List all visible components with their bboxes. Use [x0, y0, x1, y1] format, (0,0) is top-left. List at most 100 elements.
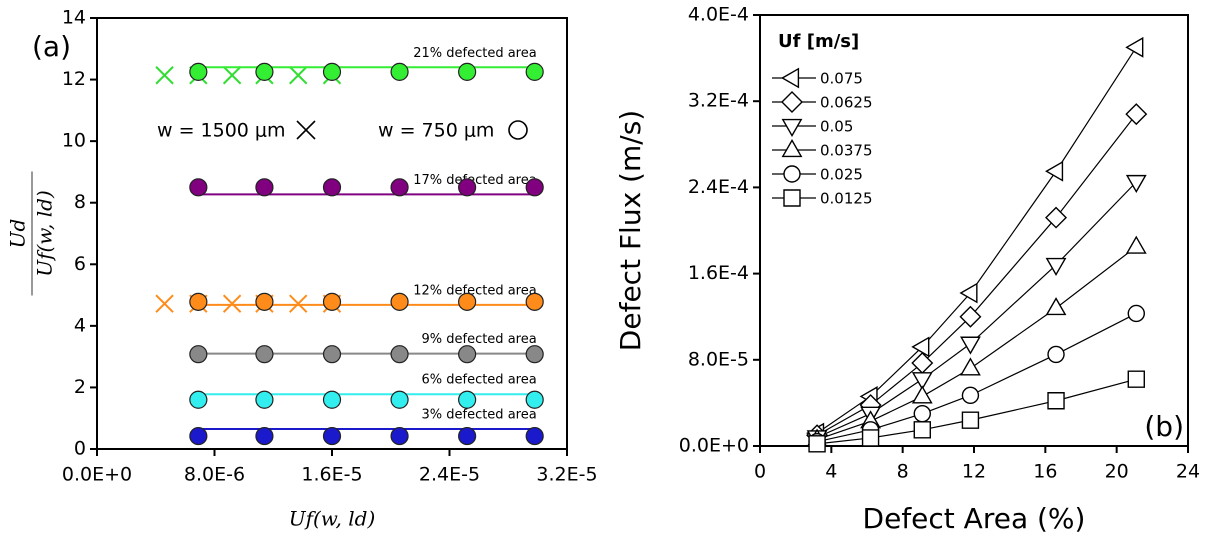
x-tick-label: 0.0E+0: [62, 464, 132, 486]
series-line: [816, 46, 1137, 434]
series-annotation: 3% defected area: [421, 407, 536, 422]
circle-marker: [458, 390, 477, 409]
x-tick-label: 8: [897, 461, 909, 483]
y-axis-label: Ud Uf(w, ld): [6, 171, 57, 296]
y-tick-label: 4.0E-4: [688, 4, 749, 26]
series-line: [816, 246, 1137, 441]
circle-marker: [189, 427, 208, 446]
y-tick-label: 2.4E-4: [688, 176, 749, 198]
marker: [1045, 297, 1067, 316]
series-annotation: 6% defected area: [421, 373, 536, 388]
marker: [1047, 345, 1065, 364]
circle-marker: [322, 292, 342, 311]
circle-marker: [322, 178, 342, 197]
marker: [960, 357, 981, 376]
circle-marker: [255, 390, 274, 409]
cross-marker: [155, 294, 174, 313]
legend-label: w = 750 μm: [378, 120, 494, 142]
y-tick-label: 12: [62, 68, 86, 90]
series-annotation: 17% defected area: [413, 173, 536, 188]
circle-marker: [189, 62, 208, 81]
circle-marker: [390, 62, 409, 81]
x-axis-label: Uf(w, ld): [289, 507, 376, 531]
cross-marker: [222, 294, 242, 313]
y-tick-label: 3.2E-4: [688, 90, 749, 112]
legend-label: 0.0625: [820, 94, 873, 112]
series-line: [816, 181, 1137, 438]
legend-title: Uf [m/s]: [778, 31, 859, 52]
panel-label: (b): [1144, 410, 1184, 443]
series-line: [817, 378, 1137, 445]
circle-marker: [189, 178, 208, 197]
legend-label: 0.0125: [820, 190, 873, 208]
legend-marker: [783, 165, 801, 183]
y-tick-label: 1.6E-4: [688, 262, 749, 284]
marker: [1047, 392, 1065, 410]
legend-marker: [508, 120, 528, 140]
legend-marker: [781, 138, 803, 158]
marker: [1045, 257, 1067, 276]
y-tick-label: 8.0E-5: [688, 348, 749, 370]
circle-marker: [458, 427, 477, 446]
marker: [808, 435, 826, 453]
y-tick-label: 2: [74, 376, 86, 398]
marker: [1127, 370, 1145, 388]
marker: [960, 336, 981, 355]
circle-marker: [189, 292, 208, 311]
circle-marker: [458, 345, 477, 364]
marker: [1125, 235, 1147, 254]
x-tick-label: 16: [1033, 461, 1057, 483]
circle-marker: [525, 62, 544, 81]
legend-marker: [781, 91, 803, 113]
x-tick-label: 3.2E-5: [536, 464, 597, 486]
x-tick-label: 20: [1105, 461, 1129, 483]
cross-marker: [155, 66, 174, 85]
y-tick-label: 0.0E+0: [679, 435, 749, 457]
legend-label: 0.05: [820, 118, 853, 136]
cross-marker: [289, 66, 308, 85]
y-axis-label: Defect Flux (m/s): [614, 110, 647, 351]
x-tick-label: 24: [1176, 461, 1200, 483]
marker: [911, 385, 933, 404]
marker: [1127, 304, 1145, 323]
marker: [913, 405, 931, 423]
marker: [1045, 206, 1068, 229]
legend-label: w = 1500 μm: [157, 120, 286, 142]
circle-marker: [525, 292, 544, 311]
x-tick-label: 1.6E-5: [301, 464, 362, 486]
legend-marker: [783, 189, 801, 207]
x-tick-label: 12: [962, 461, 986, 483]
legend-label: 0.0375: [820, 142, 873, 160]
marker: [961, 411, 980, 429]
cross-marker: [222, 66, 242, 85]
circle-marker: [390, 292, 409, 311]
marker: [959, 305, 982, 328]
circle-marker: [322, 345, 342, 364]
marker: [1125, 36, 1144, 58]
series-line: [816, 113, 1137, 436]
legend-marker: [780, 67, 800, 89]
circle-marker: [390, 178, 409, 197]
marker: [1125, 103, 1148, 126]
marker: [1125, 174, 1147, 194]
circle-marker: [255, 345, 274, 364]
circle-marker: [390, 345, 409, 364]
legend-label: 0.075: [820, 70, 863, 88]
marker: [861, 429, 880, 447]
legend-label: 0.025: [820, 166, 863, 184]
x-axis-label: Defect Area (%): [863, 502, 1086, 535]
circle-marker: [390, 427, 409, 446]
y-tick-label: 6: [74, 253, 86, 275]
x-tick-label: 0: [754, 461, 766, 483]
circle-marker: [525, 178, 544, 197]
circle-marker: [255, 427, 274, 446]
marker: [911, 336, 930, 358]
marker: [913, 421, 931, 439]
y-tick-label: 4: [74, 314, 86, 336]
x-tick-label: 4: [825, 461, 837, 483]
y-label-denominator: Uf(w, ld): [33, 190, 57, 277]
circle-marker: [322, 427, 342, 446]
legend-marker: [781, 118, 803, 138]
circle-marker: [458, 292, 477, 311]
